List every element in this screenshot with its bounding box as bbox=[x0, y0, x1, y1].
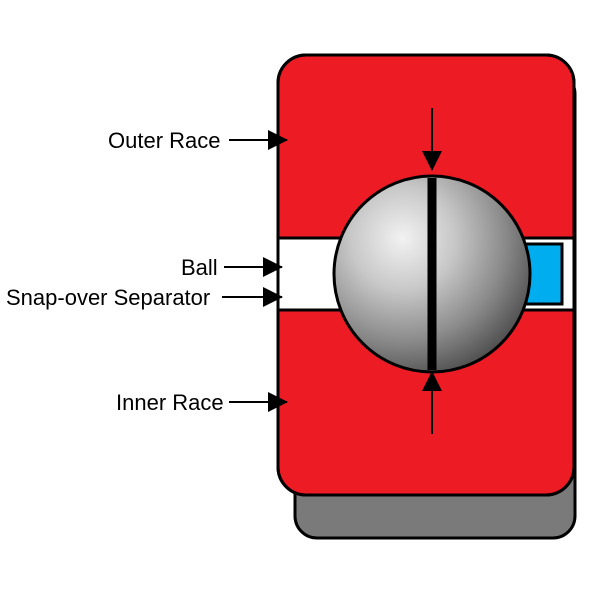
bearing-diagram: Outer Race Ball Snap-over Separator Inne… bbox=[0, 0, 600, 600]
label-inner-race: Inner Race bbox=[116, 390, 224, 416]
label-separator: Snap-over Separator bbox=[6, 285, 210, 311]
arrow-bottom bbox=[431, 372, 433, 434]
arrow-inner-race bbox=[229, 401, 287, 403]
label-outer-race: Outer Race bbox=[108, 128, 221, 154]
arrow-ball bbox=[224, 266, 282, 268]
arrow-outer-race bbox=[229, 139, 287, 141]
label-ball: Ball bbox=[181, 255, 218, 281]
arrow-top bbox=[431, 108, 433, 170]
arrow-separator bbox=[222, 296, 282, 298]
